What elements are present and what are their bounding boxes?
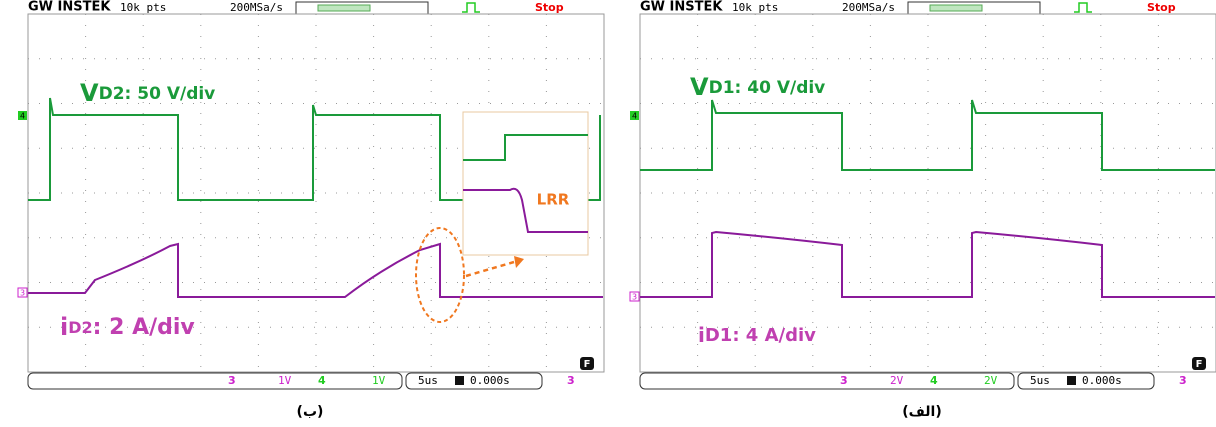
ch4-id: 4: [930, 374, 938, 387]
i-main: i: [698, 323, 705, 347]
annotation: LRR: [537, 191, 570, 209]
inset-current: [463, 187, 588, 233]
position-icon: [1067, 376, 1076, 385]
caption: (ب): [297, 404, 324, 420]
inset-box: [462, 111, 589, 256]
points: 10k pts: [732, 1, 778, 14]
ch3-marker-bg: [17, 287, 28, 298]
footer-main: [27, 372, 403, 390]
footer-main: [639, 372, 1015, 390]
lrr-arrowhead: [514, 256, 524, 268]
i-scale: : 4 A/div: [732, 325, 816, 346]
status: Stop: [535, 1, 564, 14]
i-sub: D2: [68, 318, 92, 337]
v-scale: : 40 V/div: [735, 78, 826, 98]
ch3-marker: 3: [632, 293, 637, 302]
ch3-marker: 3: [20, 289, 25, 298]
ch3-marker-bg: [629, 291, 640, 302]
v-scale: : 50 V/div: [125, 84, 216, 104]
ch4-id: 4: [318, 374, 326, 387]
voltage-label: VD1: 40 V/div: [690, 73, 825, 101]
v-main: V: [80, 79, 99, 107]
memory-window: [317, 4, 371, 12]
position-icon: [455, 376, 464, 385]
voltage-trace: [28, 97, 601, 201]
current-trace: [28, 242, 603, 298]
trigger-ch: 3: [567, 374, 575, 387]
trigger-icon: [462, 2, 480, 13]
ch4-marker-bg: [630, 111, 639, 120]
mode-icon: F: [1196, 359, 1203, 370]
current-label: iD2: 2 A/div: [60, 313, 195, 341]
i-scale: : 2 A/div: [93, 315, 196, 340]
footer-time: [1017, 372, 1155, 390]
v-sub: D1: [709, 78, 735, 98]
points: 10k pts: [120, 1, 166, 14]
timebase: 5us: [418, 374, 438, 387]
trigger-icon: [1074, 2, 1092, 13]
lrr-ellipse: [415, 227, 465, 323]
v-sub: D2: [99, 84, 125, 104]
ch3-scale: 2V: [890, 374, 904, 387]
trigger-ch: 3: [1179, 374, 1187, 387]
v-main: V: [690, 73, 709, 101]
timebase: 5us: [1030, 374, 1050, 387]
ch4-scale: 2V: [984, 374, 998, 387]
inset-voltage: [463, 134, 588, 161]
current-label: iD1: 4 A/div: [698, 323, 816, 347]
screen: [639, 13, 1216, 373]
ch4-marker: 4: [632, 112, 637, 121]
brand: GW INSTEK: [28, 0, 111, 15]
mode-icon-bg: [580, 357, 594, 370]
caption: (الف): [902, 404, 942, 420]
ch4-marker-bg: [18, 111, 27, 120]
current-trace: [640, 230, 1215, 298]
i-sub: D1: [705, 325, 732, 346]
position: 0.000s: [1082, 374, 1122, 387]
sample-rate: 200MSa/s: [842, 1, 895, 14]
sample-rate: 200MSa/s: [230, 1, 283, 14]
ch3-scale: 1V: [278, 374, 292, 387]
ch4-scale: 1V: [372, 374, 386, 387]
ch3-id: 3: [228, 374, 236, 387]
footer-time: [405, 372, 543, 390]
brand: GW INSTEK: [640, 0, 723, 15]
ch4-marker: 4: [20, 112, 25, 121]
voltage-label: VD2: 50 V/div: [80, 79, 215, 107]
mode-icon-bg: [1192, 357, 1206, 370]
voltage-trace: [640, 99, 1215, 171]
position: 0.000s: [470, 374, 510, 387]
memory-window: [929, 4, 983, 12]
ch3-id: 3: [840, 374, 848, 387]
i-main: i: [60, 313, 68, 341]
status: Stop: [1147, 1, 1176, 14]
mode-icon: F: [584, 359, 591, 370]
